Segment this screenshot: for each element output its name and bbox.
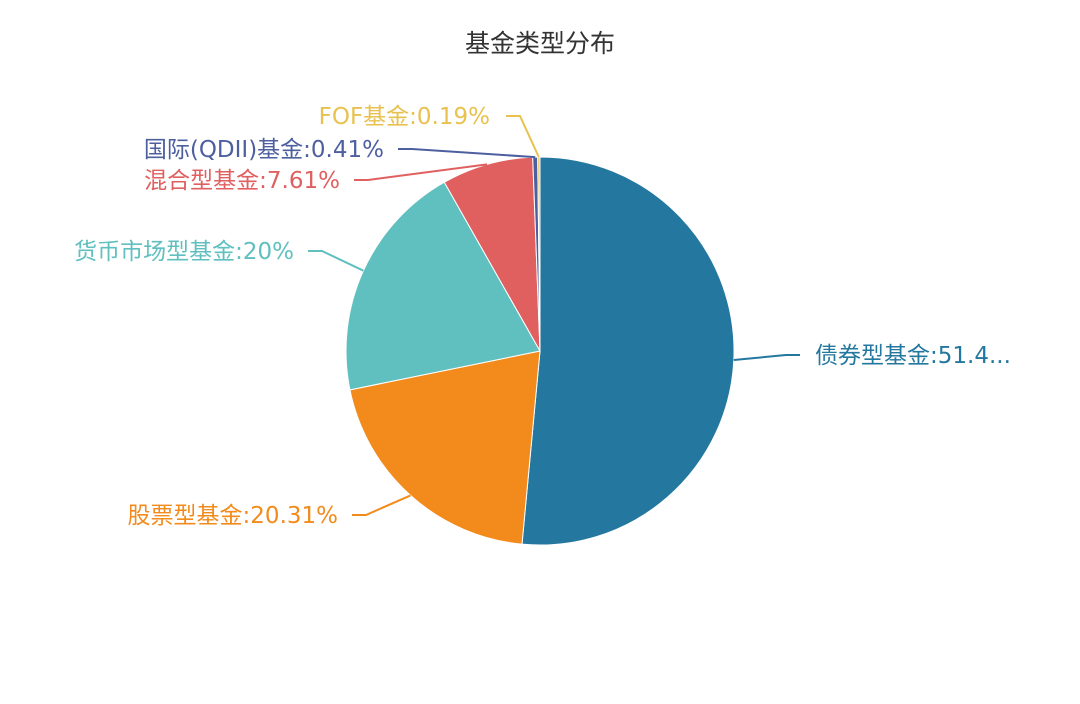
leader-line: [354, 163, 488, 181]
slice-label: 货币市场型基金:20%: [74, 239, 294, 265]
leader-line: [308, 250, 364, 272]
label-leader-lines: [308, 115, 800, 516]
slice-labels: 债券型基金:51.4... 股票型基金:20.31% 货币市场型基金:20% 混合型基…: [74, 104, 1011, 529]
slice-label: 股票型基金:20.31%: [128, 503, 338, 529]
pie-slice: [537, 156, 541, 352]
pie-slice: [521, 156, 735, 546]
slice-label: 混合型基金:7.61%: [144, 168, 340, 194]
pie-slices: [345, 156, 735, 546]
chart-title: 基金类型分布: [465, 29, 615, 58]
slice-label: 债券型基金:51.4...: [815, 343, 1011, 369]
leader-line: [398, 148, 536, 159]
leader-line: [352, 494, 411, 516]
slice-label: 国际(QDII)基金:0.41%: [144, 137, 384, 163]
leader-line: [506, 115, 540, 158]
leader-line: [733, 354, 800, 361]
slice-label: FOF基金:0.19%: [319, 104, 490, 130]
